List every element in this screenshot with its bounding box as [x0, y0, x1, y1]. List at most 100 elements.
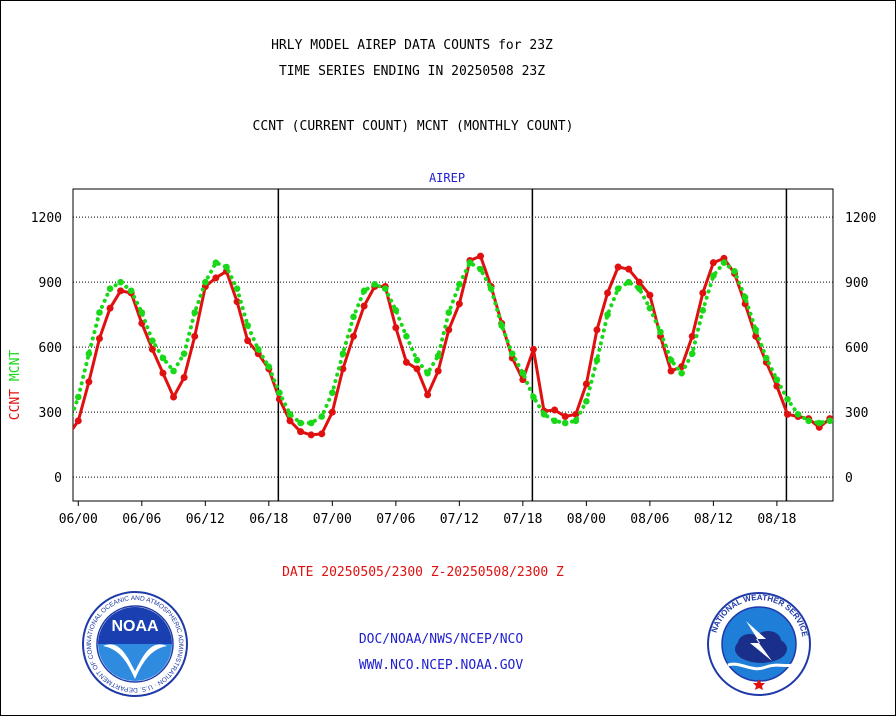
- ccnt-point: [159, 369, 167, 377]
- ccnt-point: [402, 358, 410, 366]
- chart-subtitle: CCNT (CURRENT COUNT) MCNT (MONTHLY COUNT…: [252, 119, 574, 134]
- x-tick-label: 06/00: [59, 512, 98, 527]
- y-tick-label-right: 600: [845, 341, 868, 356]
- ccnt-point: [360, 302, 368, 310]
- mcnt-point: [223, 263, 230, 271]
- ccnt-point: [318, 430, 326, 438]
- y-tick-label-left: 1200: [31, 211, 62, 226]
- mcnt-point: [350, 313, 357, 321]
- mcnt-point: [688, 350, 696, 357]
- mcnt-point: [752, 326, 760, 334]
- ccnt-point: [244, 337, 252, 345]
- mcnt-point: [508, 350, 516, 357]
- mcnt-line: [73, 259, 832, 426]
- ccnt-point: [445, 326, 453, 334]
- ccnt-point: [688, 332, 696, 340]
- date-range-label: DATE 20250505/2300 Z-20250508/2300 Z: [282, 565, 564, 580]
- ccnt-point: [699, 289, 707, 297]
- mcnt-point: [741, 294, 749, 301]
- mcnt-point: [710, 272, 717, 279]
- ccnt-point: [307, 431, 315, 439]
- footer-line-1: DOC/NOAA/NWS/NCEP/NCO: [358, 632, 524, 647]
- ccnt-point: [551, 406, 559, 414]
- mcnt-point: [657, 328, 664, 336]
- day-boundary-layer: [277, 189, 788, 501]
- ccnt-point: [783, 410, 791, 418]
- mcnt-point: [424, 369, 431, 377]
- mcnt-point: [276, 389, 283, 396]
- mcnt-point: [265, 363, 273, 370]
- ccnt-point: [392, 324, 400, 332]
- ccnt-point: [529, 345, 537, 353]
- ccnt-point: [350, 332, 358, 340]
- ccnt-point: [95, 335, 103, 342]
- y-tick-label-left: 0: [54, 471, 62, 486]
- mcnt-point: [170, 367, 177, 375]
- mcnt-point: [456, 281, 463, 288]
- plot-area-border: [72, 188, 834, 502]
- ccnt-point: [148, 345, 156, 353]
- mcnt-point: [318, 413, 326, 420]
- ccnt-point: [773, 382, 781, 390]
- ccnt-point: [212, 274, 220, 282]
- mcnt-point: [794, 411, 802, 418]
- ccnt-point: [572, 410, 580, 418]
- mcnt-point: [561, 419, 569, 427]
- mcnt-point: [212, 259, 220, 266]
- mcnt-point: [487, 285, 495, 292]
- mcnt-point: [159, 354, 167, 362]
- ccnt-point: [180, 374, 188, 381]
- mcnt-point: [604, 311, 611, 318]
- mcnt-point: [445, 309, 453, 316]
- x-tick-label: 07/06: [376, 512, 415, 527]
- mcnt-point: [339, 350, 347, 357]
- mcnt-point: [519, 369, 527, 377]
- mcnt-point: [413, 356, 421, 364]
- mcnt-point: [85, 350, 93, 357]
- mcnt-point: [297, 419, 304, 427]
- ccnt-point: [561, 413, 569, 420]
- mcnt-point: [551, 417, 558, 425]
- mcnt-point: [360, 287, 368, 295]
- mcnt-point: [307, 419, 315, 427]
- mcnt-point: [149, 337, 156, 344]
- mcnt-point: [127, 287, 135, 295]
- chart-title-line-2: TIME SERIES ENDING IN 20250508 23Z: [278, 64, 546, 79]
- series-ccnt: [73, 252, 833, 439]
- mcnt-point: [678, 369, 685, 377]
- mcnt-point: [233, 285, 241, 292]
- mcnt-point: [96, 309, 103, 316]
- mcnt-point: [286, 411, 294, 418]
- mcnt-point: [593, 356, 601, 364]
- mcnt-point: [106, 285, 114, 292]
- ccnt-point: [74, 417, 82, 425]
- ccnt-point: [328, 408, 336, 416]
- mcnt-point: [191, 309, 199, 316]
- x-tick-label: 08/00: [567, 512, 606, 527]
- x-tick-label: 07/12: [440, 512, 479, 527]
- ccnt-point: [614, 263, 622, 271]
- mcnt-point: [731, 268, 738, 275]
- ccnt-point: [455, 300, 463, 308]
- mcnt-point: [646, 304, 654, 312]
- ccnt-point: [191, 332, 199, 340]
- y-tick-label-left: 900: [39, 276, 62, 291]
- ccnt-point: [646, 291, 654, 299]
- y-axis-label-ccnt: CCNT: [8, 389, 23, 420]
- tick-label-layer: 0 0 300 300 600 600 900 900 1200 1200 06/00 06/06 06…: [31, 211, 877, 527]
- mcnt-point: [614, 285, 622, 292]
- y-axis-label-mcnt: MCNT: [8, 350, 23, 389]
- mcnt-point: [572, 417, 580, 425]
- ccnt-point: [85, 378, 93, 386]
- mcnt-point: [667, 356, 675, 364]
- ccnt-point: [635, 278, 643, 286]
- mcnt-point: [74, 393, 82, 401]
- x-tick-label: 06/06: [122, 512, 161, 527]
- x-tick-label: 08/06: [630, 512, 669, 527]
- y-tick-label-right: 900: [845, 276, 868, 291]
- mcnt-point: [434, 352, 442, 360]
- mcnt-point: [254, 346, 262, 353]
- chart-title-line-1: HRLY MODEL AIREP DATA COUNTS for 23Z: [271, 38, 553, 53]
- x-tick-label: 08/18: [757, 512, 796, 527]
- y-tick-label-right: 1200: [845, 211, 876, 226]
